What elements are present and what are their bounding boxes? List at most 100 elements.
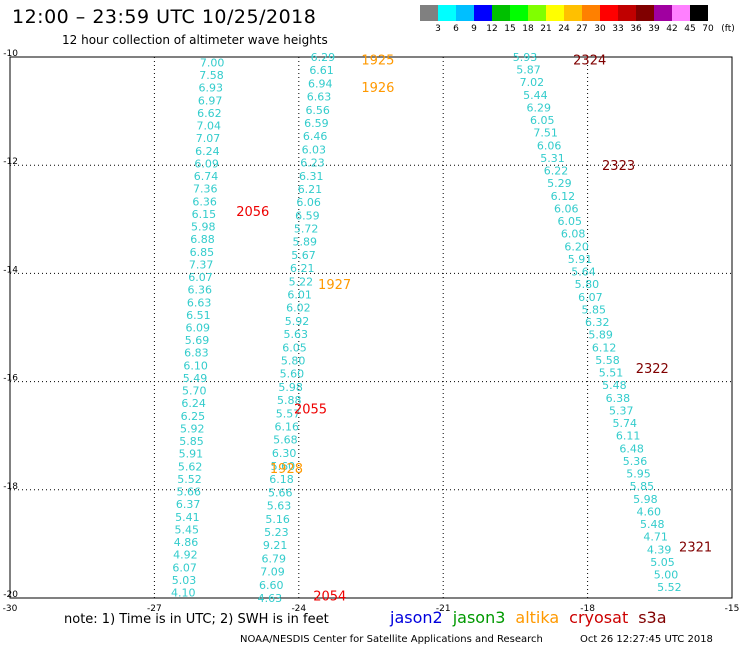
lon-tick-label: -18 — [580, 604, 595, 614]
wave-height-value: 7.07 — [196, 132, 221, 145]
pass-time-label: 1925 — [361, 54, 394, 69]
satellite-legend: jason2 jason3 altika cryosat s3a — [390, 608, 677, 627]
legend-item-altika: altika — [515, 608, 560, 627]
page-title: 12:00 – 23:59 UTC 10/25/2018 — [12, 6, 317, 28]
color-scale-swatch — [438, 5, 456, 21]
legend-item-s3a: s3a — [638, 608, 667, 627]
color-scale-label: 9 — [471, 24, 477, 34]
wave-height-value: 5.74 — [612, 417, 637, 430]
lon-tick-label: -15 — [725, 604, 740, 614]
wave-height-value: 5.48 — [640, 518, 665, 531]
wave-height-value: 5.60 — [271, 460, 296, 473]
pass-time-label: 1926 — [361, 81, 394, 96]
color-scale-swatch — [636, 5, 654, 21]
wave-height-value: 5.98 — [633, 493, 658, 506]
color-scale-label: 45 — [684, 24, 696, 34]
color-scale-swatch — [420, 5, 438, 21]
wave-height-value: 5.29 — [547, 177, 572, 190]
wave-height-value: 6.05 — [530, 114, 555, 127]
wave-height-value: 5.58 — [595, 354, 620, 367]
lon-tick-label: -30 — [3, 604, 18, 614]
wave-height-value: 5.89 — [293, 236, 318, 249]
wave-height-value: 5.92 — [180, 422, 205, 435]
wave-height-value: 5.72 — [294, 223, 319, 236]
wave-height-value: 6.03 — [302, 143, 327, 156]
pass-time-label: 2054 — [313, 589, 346, 604]
wave-height-value: 7.58 — [199, 69, 224, 82]
color-scale-label: 24 — [558, 24, 570, 34]
lat-tick-label: -14 — [3, 265, 18, 275]
color-scale-swatch — [456, 5, 474, 21]
wave-height-value: 5.80 — [575, 278, 600, 291]
wave-height-value: 6.12 — [592, 341, 617, 354]
wave-height-value: 5.60 — [280, 368, 305, 381]
pass-time-label: 2323 — [602, 159, 635, 174]
wave-height-value: 5.85 — [630, 480, 655, 493]
wave-height-value: 5.93 — [513, 51, 538, 64]
wave-height-value: 6.59 — [295, 209, 320, 222]
wave-height-value: 5.70 — [182, 385, 207, 398]
wave-height-value: 5.51 — [599, 367, 624, 380]
color-scale-label: 15 — [504, 24, 516, 34]
color-scale-label: 12 — [486, 24, 498, 34]
wave-height-value: 5.87 — [516, 64, 541, 77]
wave-height-value: 5.48 — [602, 379, 627, 392]
wave-height-value: 5.66 — [268, 486, 293, 499]
wave-height-value: 6.94 — [308, 77, 333, 90]
color-scale-swatch — [474, 5, 492, 21]
wave-height-value: 5.85 — [179, 435, 204, 448]
page-subtitle: 12 hour collection of altimeter wave hei… — [62, 33, 328, 47]
wave-height-value: 6.01 — [287, 289, 312, 302]
pass-time-label: 2322 — [636, 362, 669, 377]
color-scale-label: 6 — [453, 24, 459, 34]
wave-height-value: 6.93 — [199, 82, 224, 95]
wave-height-value: 5.69 — [185, 334, 210, 347]
wave-height-value: 6.59 — [304, 117, 329, 130]
color-scale-swatch — [510, 5, 528, 21]
wave-height-value: 4.71 — [643, 531, 668, 544]
wave-height-value: 5.31 — [540, 152, 565, 165]
wave-height-value: 5.37 — [609, 404, 634, 417]
wave-height-value: 5.62 — [178, 460, 203, 473]
lat-tick-label: -16 — [3, 374, 18, 384]
wave-height-value: 6.36 — [192, 195, 217, 208]
wave-height-value: 5.66 — [177, 486, 202, 499]
legend-item-jason3: jason3 — [452, 608, 506, 627]
wave-height-value: 6.85 — [190, 246, 215, 259]
color-scale-label: 18 — [522, 24, 534, 34]
color-scale-swatch — [618, 5, 636, 21]
pass-time-label: 2055 — [294, 403, 327, 418]
lon-tick-label: -27 — [147, 604, 162, 614]
wave-height-value: 5.52 — [657, 581, 682, 594]
color-scale-swatch — [654, 5, 672, 21]
wave-height-value: 5.49 — [183, 372, 208, 385]
wave-height-value: 7.00 — [200, 56, 225, 69]
map-frame — [9, 56, 733, 599]
wave-height-value: 5.57 — [276, 407, 301, 420]
lon-tick-label: -21 — [436, 604, 451, 614]
color-scale-label: 27 — [576, 24, 588, 34]
wave-height-value: 6.60 — [259, 579, 284, 592]
wave-height-value: 4.63 — [258, 592, 283, 605]
wave-height-value: 4.39 — [647, 543, 672, 556]
wave-height-value: 5.98 — [278, 381, 303, 394]
color-scale-swatch — [492, 5, 510, 21]
wave-height-value: 6.38 — [606, 392, 631, 405]
wave-height-value: 5.63 — [267, 500, 292, 513]
wave-height-value: 6.06 — [554, 202, 579, 215]
wave-height-value: 5.91 — [179, 448, 204, 461]
wave-height-value: 5.88 — [277, 394, 302, 407]
wave-height-value: 5.68 — [273, 434, 298, 447]
wave-height-value: 5.64 — [571, 266, 596, 279]
color-scale-swatch — [582, 5, 600, 21]
wave-height-value: 7.51 — [533, 127, 558, 140]
wave-height-value: 6.83 — [184, 347, 209, 360]
wave-height-value: 4.10 — [171, 587, 196, 600]
lat-tick-label: -20 — [3, 590, 18, 600]
lat-tick-label: -10 — [3, 49, 18, 59]
wave-height-value: 6.36 — [188, 284, 213, 297]
wave-height-value: 6.56 — [305, 104, 330, 117]
wave-height-value: 6.20 — [564, 240, 589, 253]
wave-height-value: 6.31 — [299, 170, 324, 183]
wave-height-value: 6.29 — [527, 101, 552, 114]
